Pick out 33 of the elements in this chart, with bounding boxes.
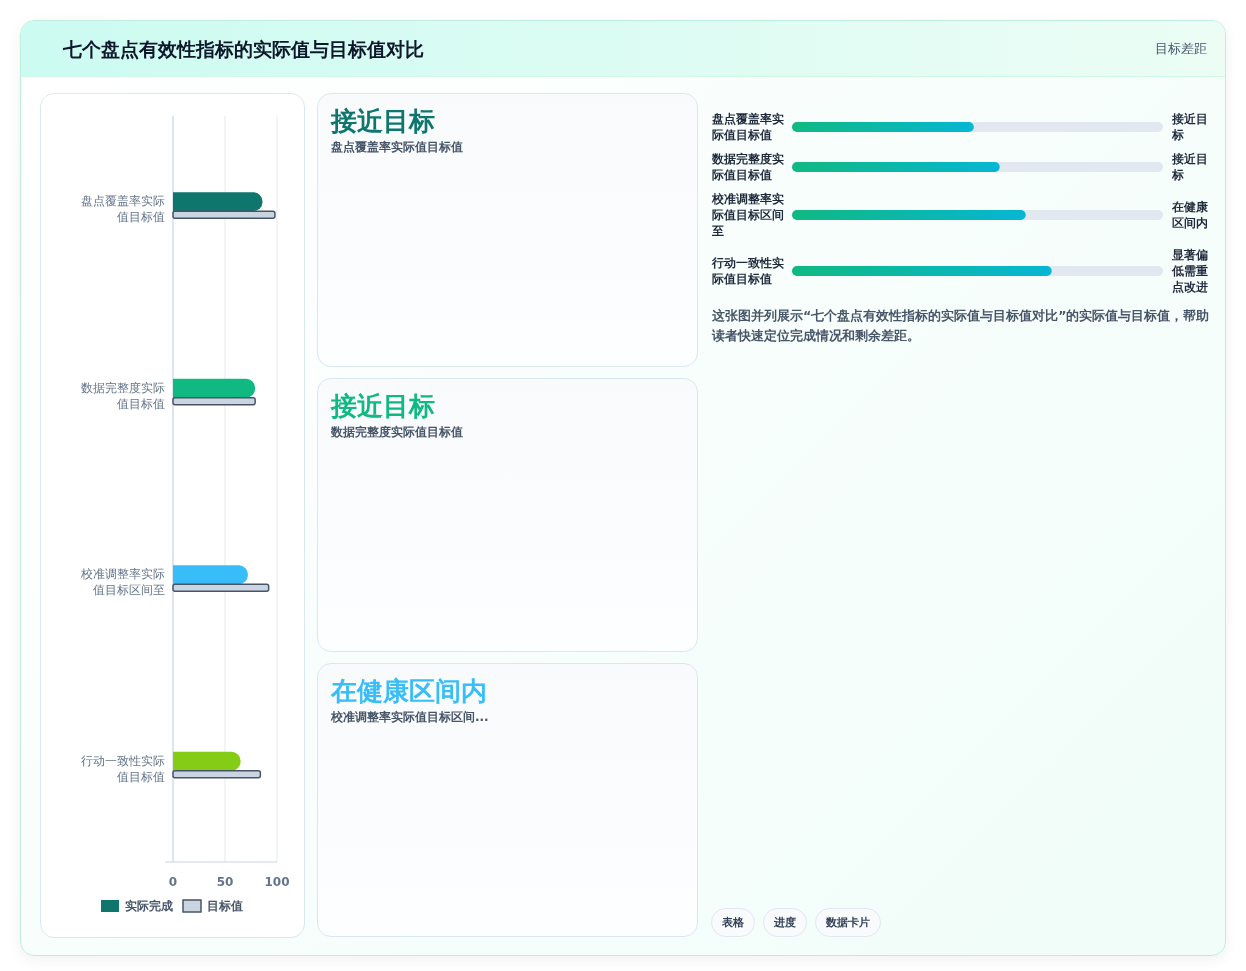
- text: 表格: [711, 908, 755, 937]
- bar: [173, 192, 263, 212]
- y-tick-label: 行动一致性实际值目标值: [81, 753, 165, 784]
- bar: [173, 751, 241, 771]
- text: 在健康区间内: [1171, 200, 1209, 230]
- text: 盘点覆盖率实际值目标值: [331, 139, 463, 156]
- text: 接近目标: [1171, 112, 1208, 142]
- x-tick-label: 0: [168, 875, 178, 889]
- text: 接近目标: [331, 390, 435, 423]
- bar: [173, 378, 256, 398]
- legend-label: 目标值: [207, 899, 243, 913]
- y-tick-label: 数据完整度实际值目标值: [81, 380, 165, 411]
- text: 进度: [763, 908, 807, 937]
- text: 目标差距: [1155, 40, 1207, 58]
- text: 这张图并列展示“七个盘点有效性指标的实际值与目标值对比”的实际值与目标值，帮助读者快速定位完成情况和剩余差距。: [712, 307, 1211, 345]
- text: 七个盘点有效性指标的实际值与目标值对比: [63, 37, 424, 62]
- x-tick-label: 100: [264, 875, 290, 889]
- y-tick-label: 校准调整率实际值目标区间至: [711, 192, 784, 238]
- text: 接近目标: [1171, 152, 1208, 182]
- text: 显著偏低需重点改进: [1171, 248, 1208, 294]
- text: 数据卡片: [815, 908, 881, 937]
- legend-label: 实际完成: [125, 899, 173, 913]
- text: 在健康区间内: [331, 675, 487, 708]
- text: 接近目标: [331, 105, 435, 138]
- y-tick-label: 校准调整率实际值目标区间至: [80, 567, 165, 598]
- text: 校准调整率实际值目标区间...: [331, 709, 489, 726]
- y-tick-label: 盘点覆盖率实际值目标值: [711, 112, 784, 142]
- y-tick-label: 行动一致性实际值目标值: [711, 256, 784, 286]
- bar: [173, 565, 248, 585]
- y-tick-label: 盘点覆盖率实际值目标值: [81, 194, 165, 225]
- x-tick-label: 50: [216, 875, 234, 889]
- y-tick-label: 数据完整度实际值目标值: [711, 152, 784, 182]
- text: 数据完整度实际值目标值: [331, 424, 463, 441]
